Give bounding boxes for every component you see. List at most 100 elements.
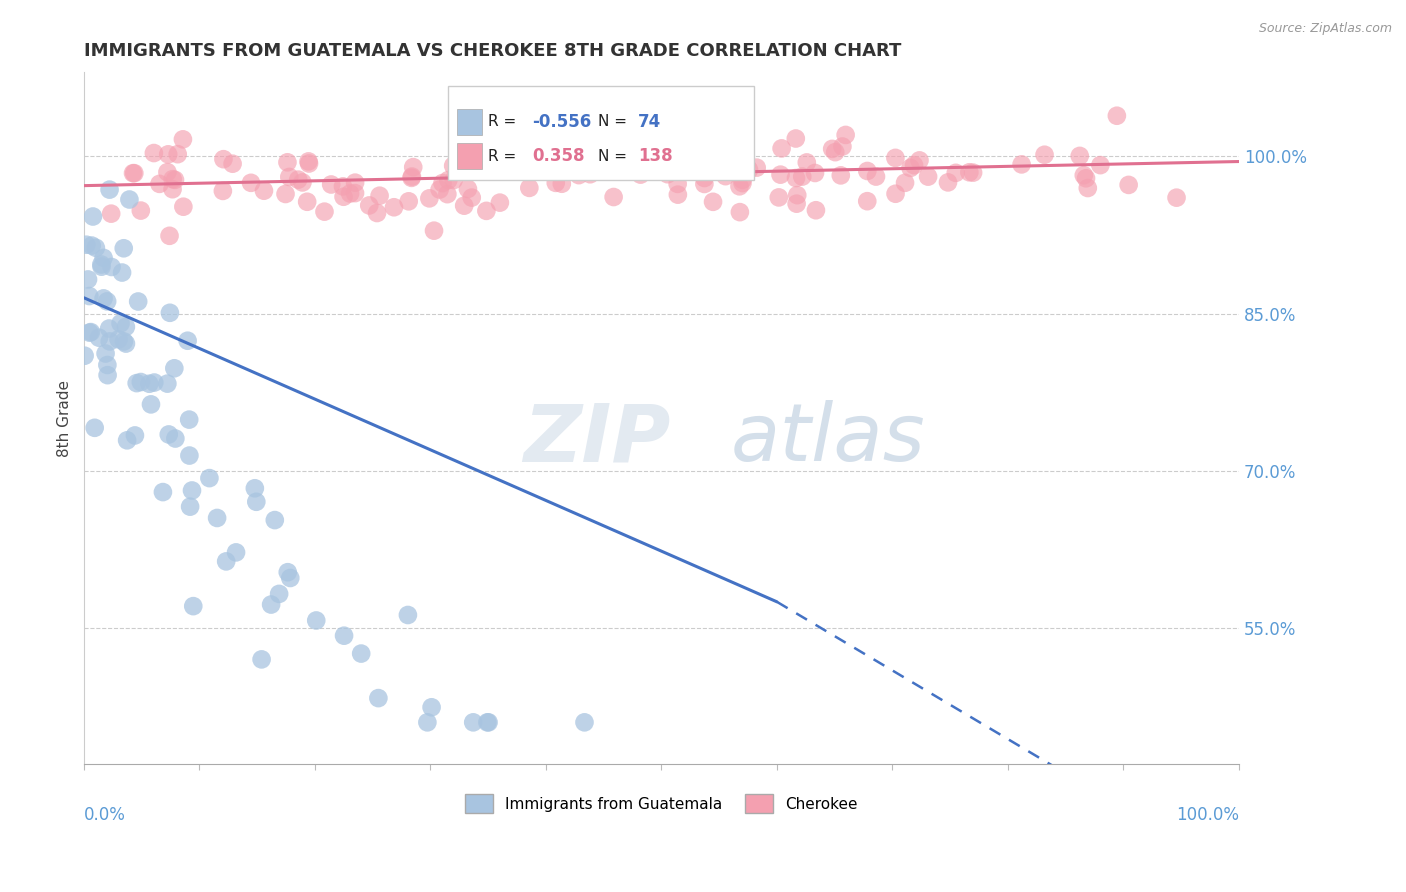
Point [785,171,807,186]
Point [73,349,96,363]
Point [367,691,389,706]
Point [79,326,101,340]
Point [94,346,117,360]
Text: R =: R = [488,114,522,129]
Text: IMMIGRANTS FROM GUATEMALA VS CHEROKEE 8TH GRADE CORRELATION CHART: IMMIGRANTS FROM GUATEMALA VS CHEROKEE 8T… [84,42,901,60]
Point [278,571,301,585]
Text: 100.0%: 100.0% [1175,805,1239,824]
Point [77,272,100,286]
Point [728,205,751,219]
Point [1105,109,1128,123]
Point [314,204,336,219]
Point [543,135,565,149]
Point [917,169,939,184]
Point [416,715,439,730]
Point [894,176,917,190]
Point [382,200,405,214]
Point [172,200,194,214]
Point [156,376,179,391]
Point [945,166,967,180]
Point [212,184,235,198]
Point [138,376,160,391]
Point [745,161,768,175]
Point [731,176,754,190]
Point [1033,147,1056,161]
Point [568,168,591,182]
Point [163,173,186,187]
Point [908,153,931,168]
Point [711,152,734,166]
Text: -0.556: -0.556 [531,112,592,131]
Point [786,196,808,211]
Point [278,169,301,184]
Point [93,251,115,265]
Point [83,421,105,435]
Point [834,128,856,142]
Point [673,155,696,169]
Point [770,141,793,155]
Point [606,149,628,163]
Point [1077,181,1099,195]
Point [824,145,846,160]
Point [179,449,201,463]
Point [1011,157,1033,171]
Point [97,368,120,383]
Point [100,260,122,274]
Point [693,171,716,186]
Point [957,165,980,179]
FancyBboxPatch shape [457,109,482,135]
Point [90,258,112,272]
Point [432,176,454,190]
Point [162,172,184,186]
Point [240,176,263,190]
Point [1069,149,1091,163]
Point [609,151,631,165]
Point [100,207,122,221]
Point [162,182,184,196]
Point [176,334,198,348]
Point [786,188,808,202]
FancyBboxPatch shape [447,87,754,179]
Point [139,397,162,411]
Point [685,136,707,151]
Point [589,153,612,168]
Point [655,160,678,174]
Point [163,361,186,376]
Point [298,156,321,170]
Point [215,554,238,568]
Point [738,162,761,177]
Point [936,175,959,189]
Text: 0.0%: 0.0% [84,805,127,824]
Point [1074,171,1097,186]
Point [731,173,754,187]
Point [87,331,110,345]
Point [98,321,121,335]
Point [769,168,792,182]
Point [339,186,361,201]
Point [792,169,814,184]
Point [118,193,141,207]
Point [681,157,703,171]
Point [461,162,484,177]
Point [457,182,479,196]
Point [253,184,276,198]
Point [884,151,907,165]
Point [821,142,844,156]
Point [156,165,179,179]
Point [453,199,475,213]
Point [1118,178,1140,192]
Point [443,173,465,187]
Point [1073,168,1095,182]
Point [884,186,907,201]
Point [437,173,460,187]
Point [695,161,717,176]
Point [730,157,752,171]
Point [693,177,716,191]
Point [477,715,499,730]
Point [263,513,285,527]
Point [84,241,107,255]
Point [574,715,596,730]
Point [714,169,737,183]
Point [962,166,984,180]
Point [463,715,485,730]
